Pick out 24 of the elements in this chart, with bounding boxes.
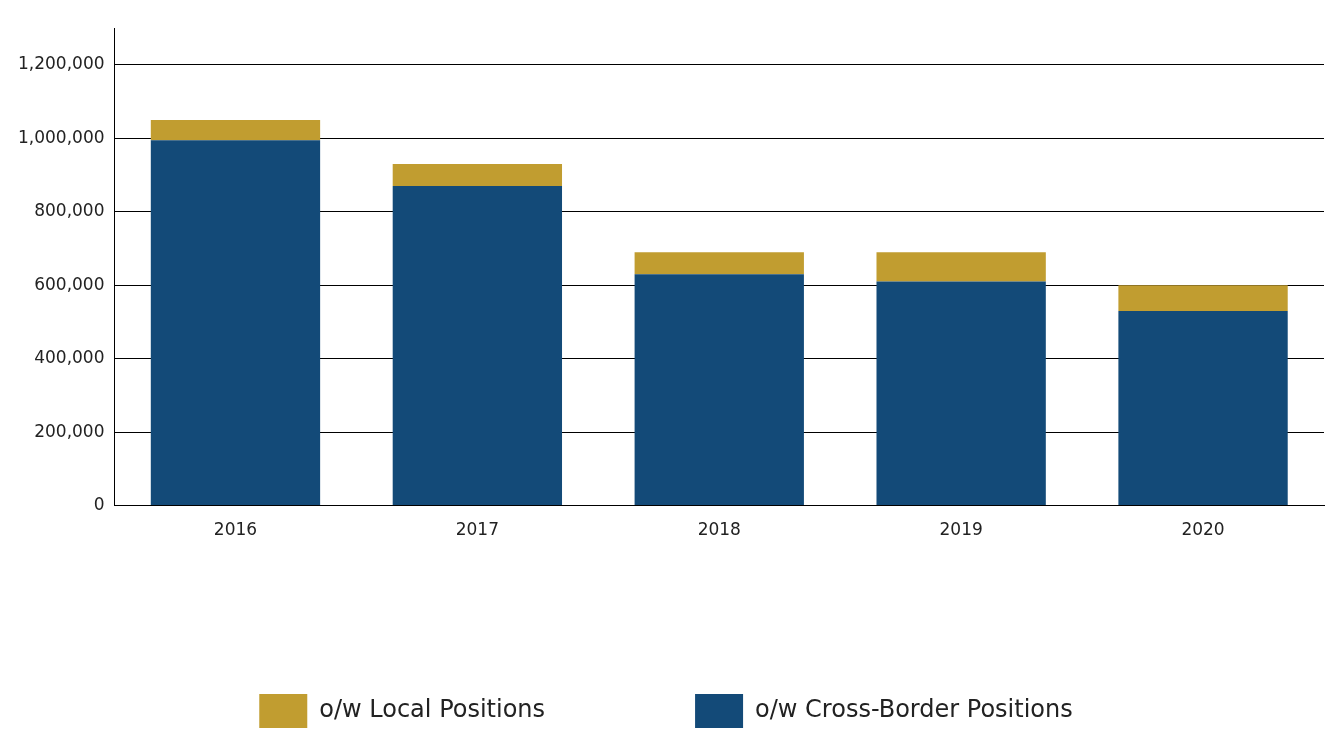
legend-label: o/w Local Positions xyxy=(319,695,546,724)
bar xyxy=(634,274,804,506)
bar xyxy=(392,186,563,506)
y-tick-label: 0 xyxy=(93,494,105,515)
bar xyxy=(634,252,804,275)
x-tick-label: 2017 xyxy=(455,519,499,540)
y-tick-label: 1,200,000 xyxy=(17,53,105,74)
y-tick-label: 600,000 xyxy=(34,273,105,294)
bar xyxy=(876,252,1046,282)
x-tick-label: 2020 xyxy=(1181,519,1225,540)
legend-label: o/w Cross-Border Positions xyxy=(755,695,1073,724)
bar xyxy=(1118,285,1288,311)
x-tick-label: 2019 xyxy=(939,519,983,540)
bar xyxy=(392,164,563,187)
y-tick-label: 800,000 xyxy=(34,200,105,221)
x-tick-label: 2018 xyxy=(697,519,741,540)
y-tick-label: 400,000 xyxy=(34,347,105,368)
bar xyxy=(150,120,321,141)
bar xyxy=(876,281,1046,506)
bar xyxy=(150,140,321,506)
bar xyxy=(1118,310,1288,506)
y-tick-label: 1,000,000 xyxy=(17,126,105,147)
x-tick-label: 2016 xyxy=(213,519,258,540)
y-tick-label: 200,000 xyxy=(34,420,105,441)
